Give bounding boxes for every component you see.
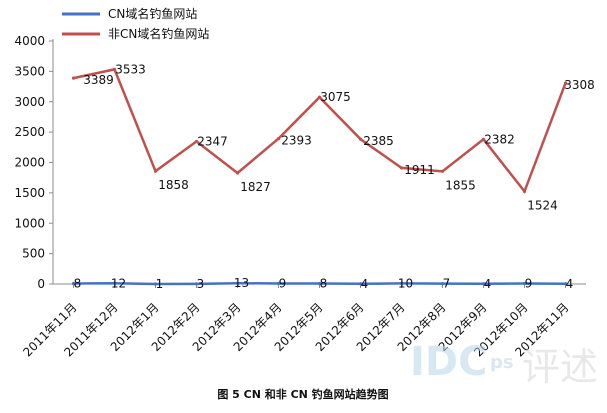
data-label-non-cn: 3389 [83, 73, 114, 87]
data-label-cn: 7 [443, 277, 451, 291]
data-point-non-cn [276, 137, 281, 141]
data-point-cn [563, 282, 568, 286]
data-point-non-cn [317, 95, 322, 99]
data-point-cn [153, 282, 158, 286]
data-point-non-cn [235, 171, 240, 175]
legend-label-cn: CN域名钓鱼网站 [108, 6, 197, 21]
data-point-cn [358, 282, 363, 286]
data-label-cn: 4 [484, 277, 492, 291]
y-tick-label: 3000 [14, 95, 45, 109]
y-tick-label: 2000 [14, 156, 45, 170]
data-point-cn [399, 281, 404, 285]
data-label-non-cn: 3308 [564, 78, 595, 92]
legend: CN域名钓鱼网站 非CN域名钓鱼网站 [62, 6, 209, 41]
data-point-non-cn [71, 76, 76, 80]
data-point-non-cn [440, 169, 445, 173]
y-tick-label: 1500 [14, 186, 45, 200]
data-labels: 8 12 1 3 13 9 8 4 10 7 4 9 4338935331858234718272393… [74, 62, 595, 291]
data-label-cn: 13 [234, 276, 249, 290]
data-point-cn [522, 281, 527, 286]
data-point-cn [194, 282, 199, 286]
y-tick-label: 4000 [14, 34, 45, 48]
y-tick-label: 3500 [14, 64, 45, 78]
data-label-non-cn: 1858 [158, 178, 189, 192]
data-point-cn [317, 281, 322, 286]
axes: 050010001500200025003000350040002011年11月… [14, 34, 586, 359]
data-label-non-cn: 1855 [445, 178, 476, 192]
data-label-non-cn: 3075 [320, 90, 351, 104]
data-label-cn: 9 [279, 276, 287, 290]
chart-caption: 图 5 CN 和非 CN 钓鱼网站趋势图 [217, 387, 388, 401]
series-layer [71, 67, 568, 286]
data-point-non-cn [522, 189, 527, 194]
data-label-non-cn: 1911 [404, 163, 435, 177]
data-point-cn [112, 281, 117, 285]
data-label-cn: 8 [320, 277, 328, 291]
data-label-non-cn: 2382 [484, 132, 515, 146]
data-point-cn [235, 281, 240, 285]
data-point-cn [440, 281, 445, 286]
data-point-non-cn [563, 81, 568, 85]
data-label-cn: 4 [566, 277, 574, 291]
series-line-non-cn [72, 67, 567, 194]
data-point-non-cn [112, 67, 117, 71]
data-label-cn: 10 [398, 276, 413, 290]
y-tick-label: 1000 [14, 216, 45, 230]
data-label-non-cn: 1827 [240, 180, 271, 194]
data-label-cn: 4 [361, 277, 369, 291]
data-label-cn: 3 [197, 277, 205, 291]
data-point-non-cn [153, 169, 158, 173]
data-label-cn: 12 [111, 276, 126, 290]
data-label-non-cn: 2385 [363, 134, 394, 148]
data-label-non-cn: 1524 [527, 198, 558, 212]
legend-label-non-cn: 非CN域名钓鱼网站 [108, 26, 209, 41]
data-point-non-cn [194, 139, 199, 144]
data-label-cn: 9 [525, 276, 533, 290]
data-point-non-cn [481, 137, 486, 141]
data-label-cn: 1 [156, 277, 164, 291]
data-label-non-cn: 2347 [197, 134, 228, 148]
y-tick-label: 0 [37, 277, 45, 291]
data-point-non-cn [358, 137, 363, 141]
watermark-idc-text: IDC [410, 339, 487, 385]
data-point-cn [481, 282, 486, 286]
watermark-ps-text: ps [490, 352, 514, 373]
y-tick-label: 500 [22, 247, 45, 261]
data-point-cn [71, 281, 76, 286]
data-point-non-cn [399, 166, 404, 170]
y-tick-label: 2500 [14, 125, 45, 139]
watermark: IDC ps 评述 [410, 339, 598, 389]
data-label-cn: 8 [74, 277, 82, 291]
data-label-non-cn: 3533 [115, 62, 146, 76]
data-label-non-cn: 2393 [281, 134, 312, 148]
watermark-seal-text: 评述 [522, 345, 598, 389]
data-point-cn [276, 281, 281, 286]
